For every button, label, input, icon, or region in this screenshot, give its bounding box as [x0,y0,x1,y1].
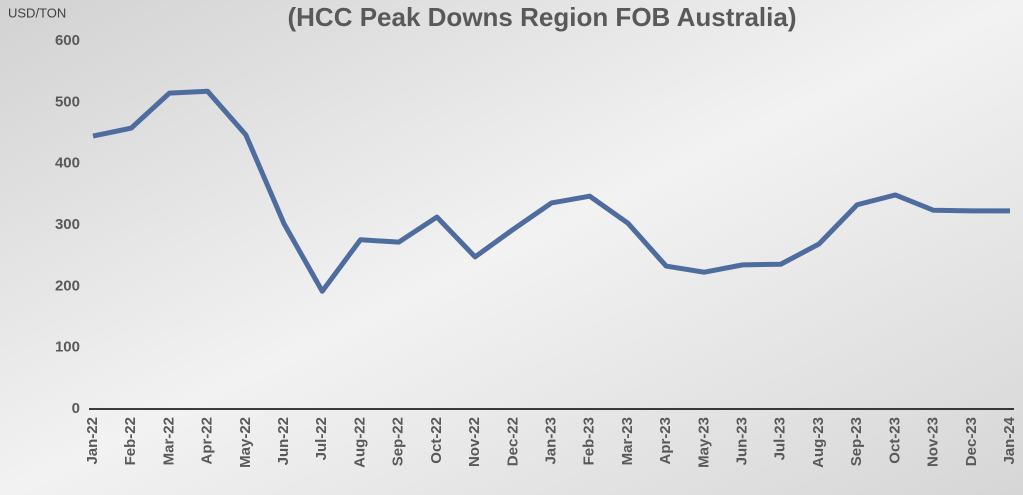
y-tick-label: 400 [55,155,80,172]
x-tick-label: Jul-23 [772,417,789,460]
x-tick-label: Mar-23 [619,417,636,465]
y-tick-label: 100 [55,339,80,356]
line-series [92,88,1010,294]
y-tick-label: 200 [55,277,80,294]
y-tick-label: 600 [55,32,80,49]
x-tick-label: Jan-23 [542,417,559,465]
x-tick-label: Jun-22 [275,417,292,465]
x-tick-label: Jul-22 [313,417,330,460]
x-tick-label: Feb-22 [122,417,139,465]
x-tick-label: Jun-23 [734,417,751,465]
chart-title: (HCC Peak Downs Region FOB Australia) [288,2,797,32]
x-tick-label: Feb-23 [581,417,598,465]
x-tick-label: Mar-22 [160,417,177,465]
x-tick-label: Sep-23 [848,417,865,466]
x-tick-label: Jan-22 [84,417,101,465]
x-tick-label: Oct-22 [428,417,445,464]
x-tick-label: Aug-23 [810,417,827,468]
x-tick-label: Aug-22 [351,417,368,468]
x-tick-label: Apr-23 [657,417,674,465]
x-tick-label: Dec-22 [504,417,521,466]
x-tick-label: Jan-24 [1001,416,1018,464]
x-tick-label: May-22 [237,417,254,468]
y-tick-label: 0 [72,400,80,417]
x-tick-label: Oct-23 [886,417,903,464]
y-tick-label: 500 [55,93,80,110]
x-tick-label: Nov-22 [466,417,483,467]
x-tick-label: Dec-23 [963,417,980,466]
y-tick-label: 300 [55,216,80,233]
x-tick-label: Nov-23 [925,417,942,467]
x-tick-label: May-23 [695,417,712,468]
x-tick-label: Sep-22 [390,417,407,466]
y-axis-label: USD/TON [8,5,66,20]
x-tick-label: Apr-22 [199,417,216,465]
